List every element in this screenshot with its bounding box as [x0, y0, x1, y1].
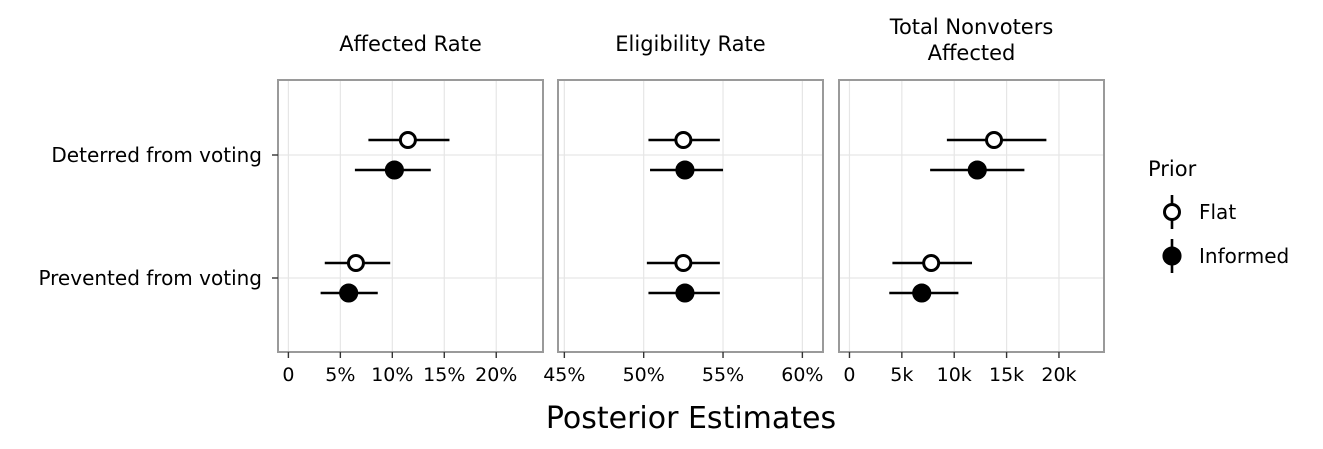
point-flat: [346, 254, 365, 272]
point-flat: [674, 131, 693, 149]
point-informed: [384, 160, 404, 180]
panel-title: Eligibility Rate: [615, 32, 765, 56]
x-tick-label: 45%: [543, 364, 585, 386]
panel-title: Affected: [928, 41, 1016, 65]
point-flat: [398, 131, 417, 149]
legend-key-point: [1162, 246, 1182, 266]
x-tick-label: 20%: [475, 364, 517, 386]
category-label: Prevented from voting: [38, 266, 262, 290]
legend-label: Flat: [1199, 200, 1236, 224]
x-tick-label: 50%: [623, 364, 665, 386]
facet-panels: 0 5% 10% 15% 20% Affected Rate 45% 50% 55% 60% Eli…: [272, 15, 1105, 386]
x-tick-label: 5%: [325, 364, 355, 386]
panel-frame: [557, 79, 824, 353]
point-informed: [967, 160, 987, 180]
x-tick-label: 60%: [781, 364, 823, 386]
x-tick-label: 5k: [890, 364, 913, 386]
panel-title: Affected Rate: [339, 32, 482, 56]
legend-key-point: [1163, 203, 1181, 221]
panel-affected-rate: 0 5% 10% 15% 20% Affected Rate: [272, 32, 544, 386]
x-tick-label: 55%: [702, 364, 744, 386]
x-tick-label: 15%: [423, 364, 465, 386]
legend-item-flat: Flat: [1163, 195, 1236, 229]
category-label: Deterred from voting: [51, 143, 262, 167]
point-informed: [339, 283, 359, 303]
point-flat: [922, 254, 941, 272]
panel-background: [838, 79, 1105, 353]
x-axis-title: Posterior Estimates: [546, 401, 836, 436]
point-flat: [985, 131, 1004, 149]
legend-label: Informed: [1199, 244, 1289, 268]
x-tick-label: 0: [843, 364, 855, 386]
panel-eligibility-rate: 45% 50% 55% 60% Eligibility Rate: [543, 32, 824, 386]
x-tick-label: 0: [282, 364, 294, 386]
panel-title: Total Nonvoters: [889, 15, 1054, 39]
x-tick-label: 10%: [371, 364, 413, 386]
panel-frame: [838, 79, 1105, 353]
point-flat: [674, 254, 693, 272]
point-informed: [675, 160, 695, 180]
x-tick-label: 10k: [937, 364, 972, 386]
panel-background: [557, 79, 824, 353]
panel-background: [277, 79, 544, 353]
legend-title: Prior: [1148, 157, 1197, 181]
x-tick-label: 20k: [1041, 364, 1076, 386]
x-tick-label: 15k: [989, 364, 1024, 386]
panel-frame: [277, 79, 544, 353]
point-informed: [675, 283, 695, 303]
legend-item-informed: Informed: [1162, 239, 1289, 273]
category-labels: Deterred from voting Prevented from votin…: [38, 143, 262, 290]
point-informed: [912, 283, 932, 303]
